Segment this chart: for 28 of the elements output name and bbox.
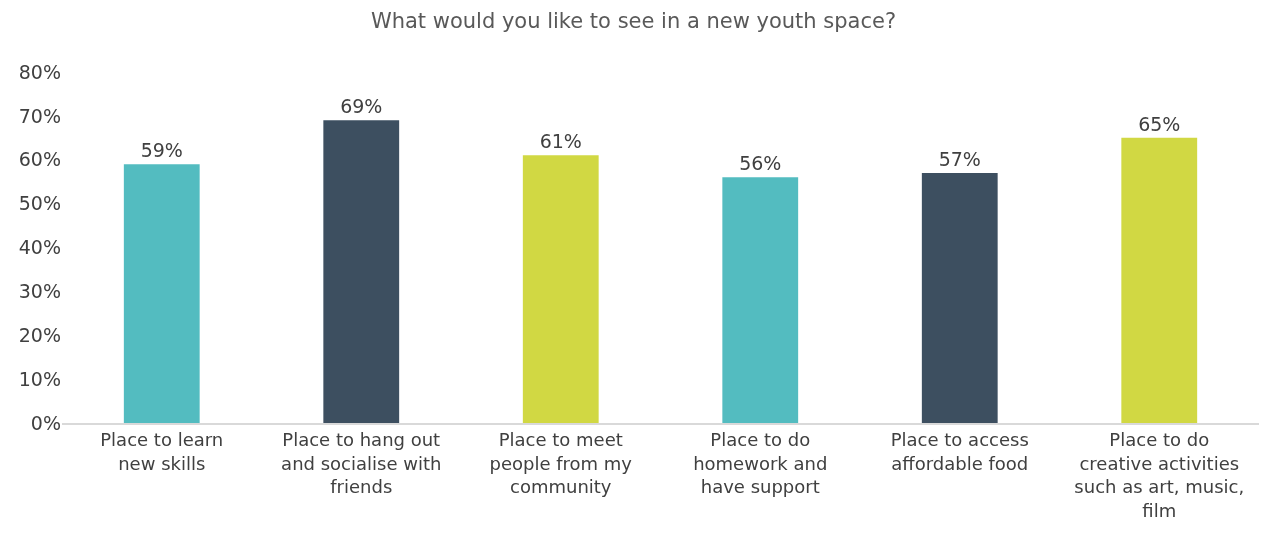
y-tick-label: 50%	[18, 192, 61, 215]
bar	[123, 164, 200, 423]
x-tick-label: Place to hang out and socialise with friends	[281, 429, 442, 498]
y-tick-label: 70%	[18, 104, 61, 127]
data-label: 61%	[539, 130, 582, 153]
bar	[921, 172, 998, 423]
y-tick-label: 40%	[18, 236, 61, 259]
data-label: 59%	[140, 139, 183, 162]
y-tick-label: 80%	[18, 60, 61, 83]
bar	[323, 120, 400, 423]
y-tick-label: 10%	[18, 367, 61, 390]
chart-title: What would you like to see in a new youth space?	[370, 9, 897, 34]
y-tick-label: 0%	[30, 411, 61, 434]
data-label: 69%	[340, 95, 383, 118]
y-tick-label: 60%	[18, 148, 61, 171]
y-tick-label: 20%	[18, 323, 61, 346]
x-tick-label: Place to learn new skills	[100, 429, 224, 474]
data-label: 65%	[1138, 112, 1181, 135]
x-tick-label: Place to access affordable food	[890, 429, 1029, 474]
data-label: 57%	[938, 147, 981, 170]
y-tick-label: 30%	[18, 280, 61, 303]
data-label: 56%	[739, 152, 782, 175]
bar	[722, 177, 799, 423]
bar	[522, 155, 599, 423]
x-tick-label: Place to do creative activities such as art, music, film	[1074, 429, 1245, 521]
x-tick-label: Place to do homework and have support	[693, 429, 828, 498]
x-tick-label: Place to meet people from my community	[489, 429, 633, 498]
bar	[1121, 137, 1198, 423]
